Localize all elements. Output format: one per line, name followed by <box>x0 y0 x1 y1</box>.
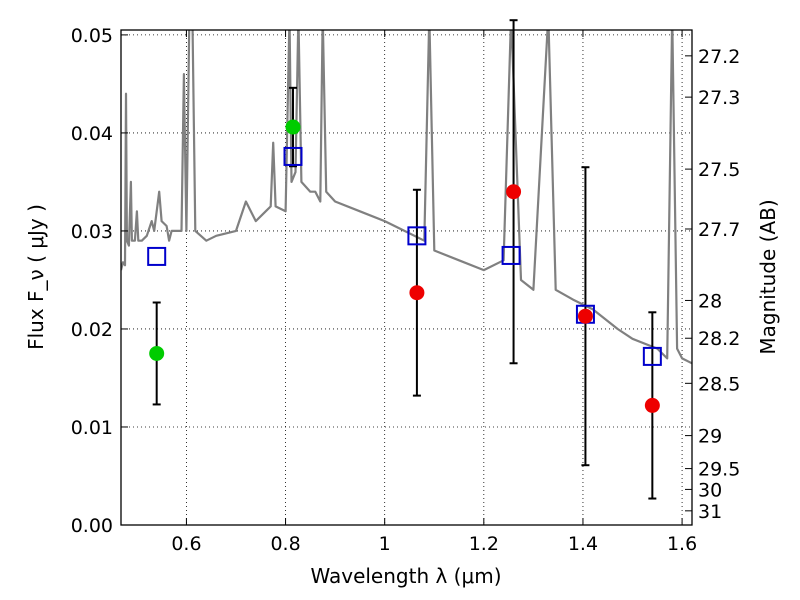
right-tick-label: 27.7 <box>698 219 740 241</box>
right-tick-label: 27.5 <box>698 159 740 181</box>
x-tick-label: 1.4 <box>568 533 598 555</box>
right-tick-label: 28.2 <box>698 328 740 350</box>
error-bars <box>152 19 657 500</box>
right-tick-label: 29.5 <box>698 459 740 481</box>
right-tick-label: 31 <box>698 501 722 523</box>
right-axis-label: Magnitude (AB) <box>756 199 780 354</box>
y-tick-label: 0.01 <box>71 417 113 439</box>
plot-frame <box>120 29 693 526</box>
y-tick-label: 0.03 <box>71 221 113 243</box>
green-data-point <box>149 345 165 361</box>
x-axis-label: Wavelength λ (μm) <box>310 564 501 588</box>
x-tick-label: 0.8 <box>270 533 300 555</box>
axis-ticks: 0.6 0.8 1 1.2 1.4 1.6 0.00 0.01 0.02 0.03 0.04 0.05… <box>71 25 741 555</box>
y-tick-label: 0.04 <box>71 123 113 145</box>
model-photometry-marker <box>642 346 662 366</box>
right-tick-label: 28.5 <box>698 373 740 395</box>
red-data-point <box>409 285 425 301</box>
x-tick-label: 1.6 <box>667 533 697 555</box>
green-data-point <box>285 119 301 135</box>
right-tick-label: 27.2 <box>698 46 740 68</box>
red-data-point <box>644 397 660 413</box>
right-tick-label: 30 <box>698 479 722 501</box>
right-tick-label: 28 <box>698 290 722 312</box>
y-tick-label: 0.05 <box>71 25 113 47</box>
model-photometry-marker <box>407 226 427 246</box>
red-data-point <box>506 184 522 200</box>
x-tick-label: 1.2 <box>469 533 499 555</box>
right-tick-label: 29 <box>698 426 722 448</box>
data-markers <box>147 119 662 413</box>
x-tick-label: 0.6 <box>171 533 201 555</box>
model-photometry-marker <box>283 146 303 166</box>
y-tick-label: 0.02 <box>71 319 113 341</box>
y-axis-label: Flux F_ν ( μJy ) <box>24 204 48 350</box>
x-tick-label: 1 <box>379 533 391 555</box>
gridlines <box>121 30 692 526</box>
right-tick-label: 27.3 <box>698 87 740 109</box>
spectrum-line <box>121 30 692 365</box>
model-photometry-marker <box>147 246 167 266</box>
model-photometry-marker <box>501 245 521 265</box>
red-data-point <box>577 308 593 324</box>
spectrum-series <box>121 30 692 365</box>
y-tick-label: 0.00 <box>71 515 113 537</box>
